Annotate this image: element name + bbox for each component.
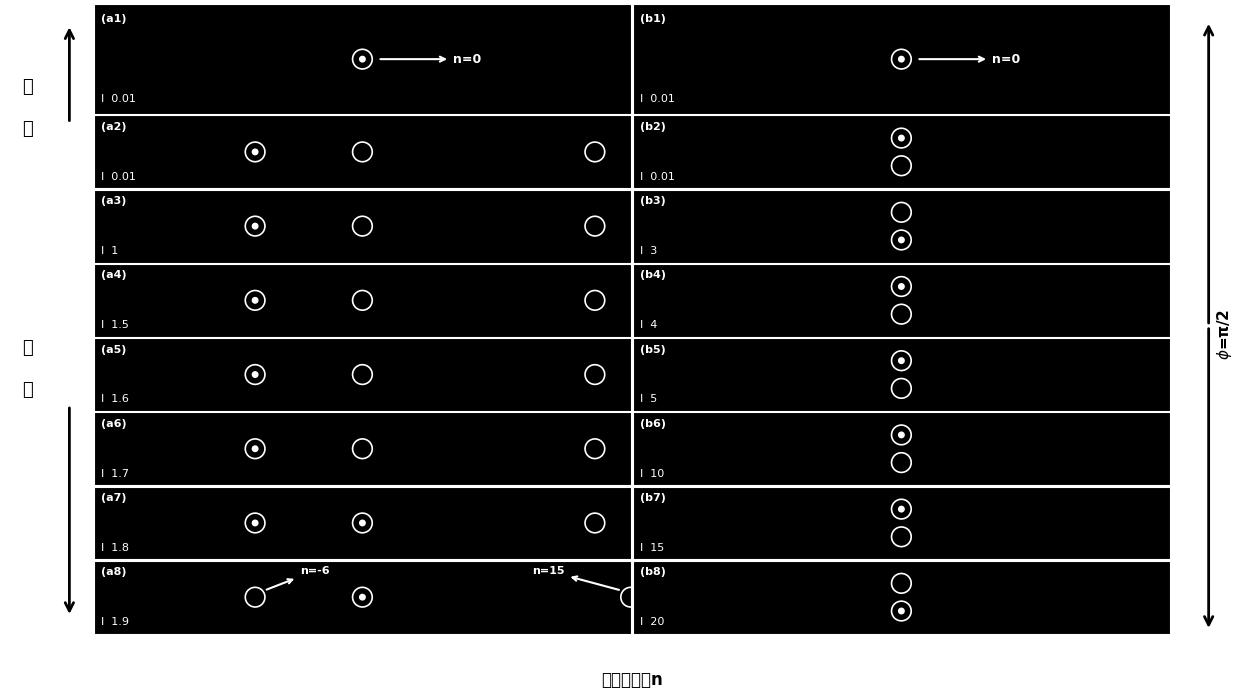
Ellipse shape xyxy=(253,520,258,526)
Text: 晶格位置，n: 晶格位置，n xyxy=(601,671,663,689)
Ellipse shape xyxy=(359,595,366,600)
Text: (b1): (b1) xyxy=(641,14,667,24)
Ellipse shape xyxy=(253,223,258,229)
Ellipse shape xyxy=(898,432,904,438)
Ellipse shape xyxy=(253,149,258,155)
Text: I  0.01: I 0.01 xyxy=(641,94,675,105)
Ellipse shape xyxy=(359,56,366,62)
Text: n=-6: n=-6 xyxy=(266,566,330,590)
Text: (a4): (a4) xyxy=(102,270,126,280)
Text: I  1.5: I 1.5 xyxy=(102,320,129,330)
Text: I  5: I 5 xyxy=(641,395,658,404)
Text: 出: 出 xyxy=(22,339,32,358)
Text: (a5): (a5) xyxy=(102,345,126,355)
Text: 入: 入 xyxy=(22,78,32,96)
Ellipse shape xyxy=(898,358,904,363)
Text: I  15: I 15 xyxy=(641,543,664,553)
Text: I  1.7: I 1.7 xyxy=(102,468,129,479)
Ellipse shape xyxy=(253,372,258,377)
Ellipse shape xyxy=(253,446,258,452)
Text: (a8): (a8) xyxy=(102,567,126,577)
Text: 射: 射 xyxy=(22,381,32,399)
Text: I  1.6: I 1.6 xyxy=(102,395,129,404)
Text: (b4): (b4) xyxy=(641,270,667,280)
Ellipse shape xyxy=(898,135,904,141)
Text: (b3): (b3) xyxy=(641,197,667,206)
Text: I  1.9: I 1.9 xyxy=(102,617,129,627)
Text: $\phi$=π/2: $\phi$=π/2 xyxy=(1214,309,1234,360)
Text: (b7): (b7) xyxy=(641,493,667,503)
Text: n=0: n=0 xyxy=(919,53,1020,66)
Text: I  0.01: I 0.01 xyxy=(102,171,136,182)
Text: (b8): (b8) xyxy=(641,567,667,577)
Ellipse shape xyxy=(898,608,904,614)
Text: n=0: n=0 xyxy=(380,53,481,66)
Text: (b5): (b5) xyxy=(641,345,667,355)
Ellipse shape xyxy=(898,284,904,289)
Text: (a3): (a3) xyxy=(102,197,126,206)
Text: (b2): (b2) xyxy=(641,122,667,132)
Text: I  1: I 1 xyxy=(102,246,119,256)
Text: (a7): (a7) xyxy=(102,493,126,503)
Text: (a2): (a2) xyxy=(102,122,126,132)
Text: I  0.01: I 0.01 xyxy=(102,94,136,105)
Text: I  0.01: I 0.01 xyxy=(641,171,675,182)
Text: (a6): (a6) xyxy=(102,419,126,429)
Text: I  1.8: I 1.8 xyxy=(102,543,129,553)
Text: 射: 射 xyxy=(22,120,32,138)
Text: n=15: n=15 xyxy=(533,566,620,590)
Text: (b6): (b6) xyxy=(641,419,667,429)
Ellipse shape xyxy=(253,298,258,303)
Text: I  3: I 3 xyxy=(641,246,658,256)
Text: I  20: I 20 xyxy=(641,617,664,627)
Text: (a1): (a1) xyxy=(102,14,126,24)
Ellipse shape xyxy=(359,520,366,526)
Ellipse shape xyxy=(898,506,904,512)
Text: I  10: I 10 xyxy=(641,468,664,479)
Ellipse shape xyxy=(898,237,904,243)
Ellipse shape xyxy=(898,56,904,62)
Text: I  4: I 4 xyxy=(641,320,658,330)
